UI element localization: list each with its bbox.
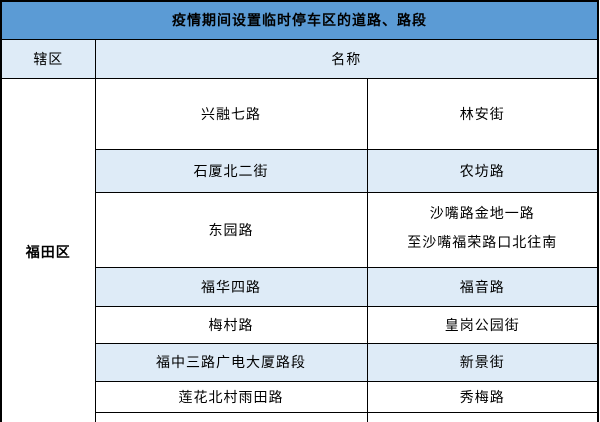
road-cell-left: 兴融七路 [94, 77, 368, 150]
road-cell-right-line2: 至沙嘴福荣路口北往南 [407, 236, 558, 252]
road-cell-right: 农坊路 [366, 148, 599, 193]
road-cell-right: 秀梅路 [366, 380, 599, 413]
road-cell-left: 石厦北二街 [94, 148, 368, 193]
road-cell-left: 福华四路 [94, 266, 368, 307]
road-cell-right: 福音路 [366, 266, 599, 307]
header-name: 名称 [94, 38, 599, 79]
road-cell-left: 福中三路广电大厦路段 [94, 342, 368, 382]
road-cell-left [94, 411, 368, 422]
table-row: 莲花北村雨田路 秀梅路 [1, 380, 599, 413]
road-cell-left: 东园路 [94, 191, 368, 268]
road-cell-right-line1: 沙嘴路金地一路 [429, 206, 535, 222]
table-row: 福中三路广电大厦路段 新景街 [1, 342, 599, 382]
table-row: 福田区 兴融七路 林安街 [0, 77, 599, 422]
district-cell: 福田区 [0, 77, 96, 422]
road-cell-right: 皇岗公园街 [366, 305, 599, 344]
table-header-row: 辖区 名称 [0, 38, 599, 79]
road-cell-right [366, 411, 599, 422]
road-cell-left: 莲花北村雨田路 [94, 380, 368, 413]
road-cell-left: 梅村路 [94, 305, 368, 344]
road-cell-right: 新景街 [366, 342, 599, 382]
table-row: 石厦北二街 农坊路 [1, 148, 599, 193]
table-title-row: 疫情期间设置临时停车区的道路、路段 [0, 0, 599, 40]
table-row-partial [1, 411, 599, 422]
header-district: 辖区 [0, 38, 96, 79]
road-cell-right: 林安街 [366, 77, 599, 150]
road-cell-right: 沙嘴路金地一路 至沙嘴福荣路口北往南 [366, 191, 599, 268]
table-row: 东园路 沙嘴路金地一路 至沙嘴福荣路口北往南 [1, 191, 599, 268]
table-title: 疫情期间设置临时停车区的道路、路段 [0, 0, 599, 40]
table-row: 梅村路 皇岗公园街 [1, 305, 599, 344]
